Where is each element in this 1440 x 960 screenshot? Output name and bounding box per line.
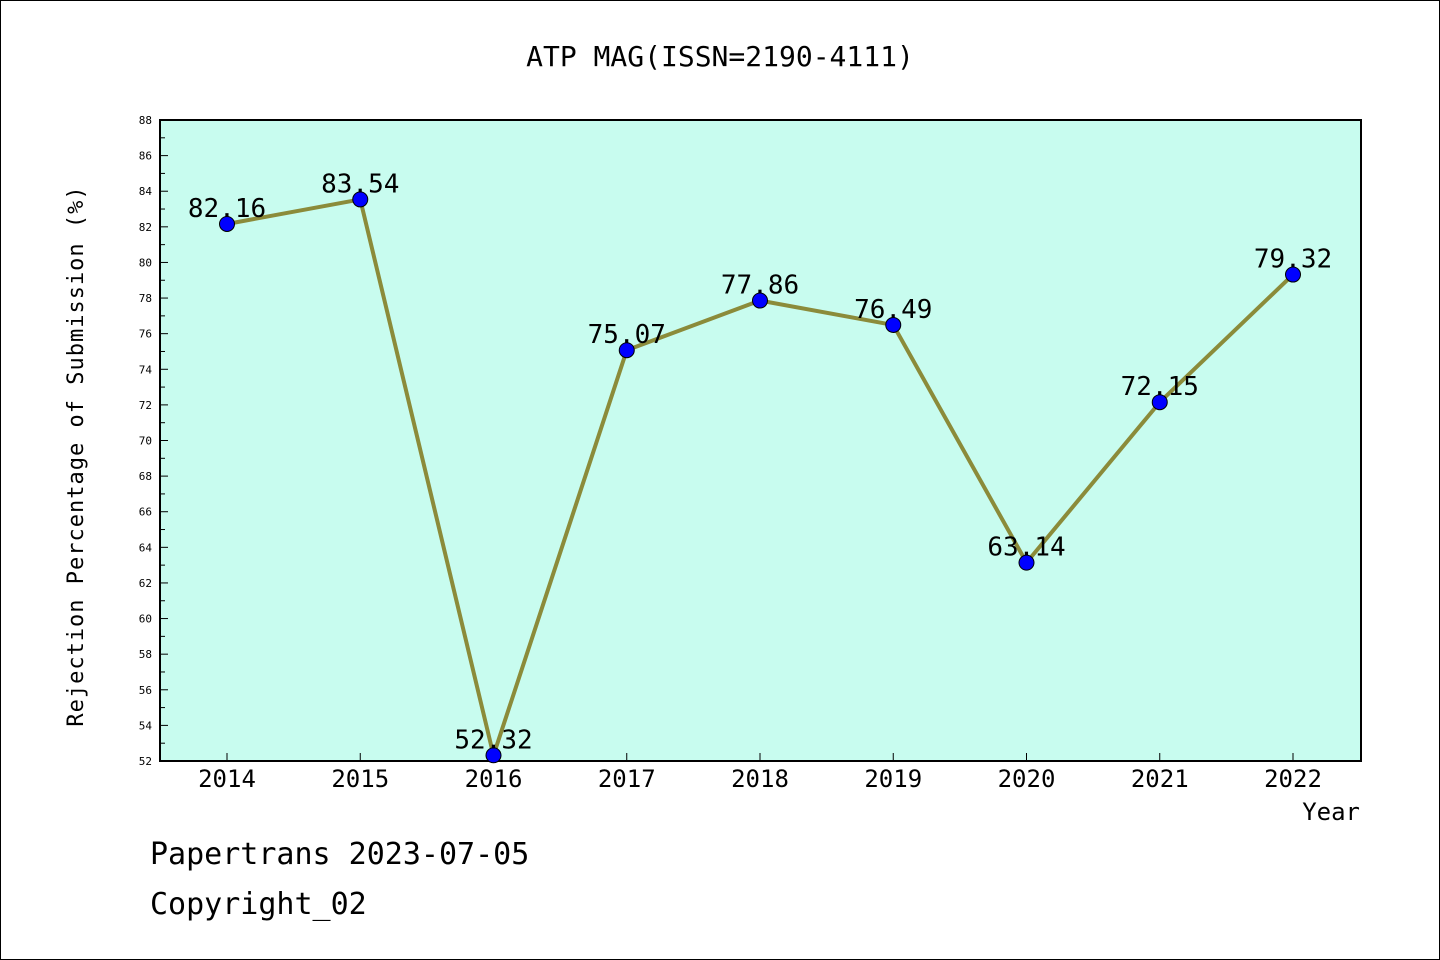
data-point — [1018, 554, 1035, 571]
y-tick-label: 64 — [139, 541, 153, 554]
y-tick-label: 62 — [139, 577, 152, 590]
x-tick-label: 2016 — [465, 765, 523, 793]
y-axis: 52 54 56 58 60 62 64 66 68 70 72 74 76 78 80 82 84 86 88 — [139, 114, 168, 768]
data-label: 75.07 — [588, 320, 666, 350]
y-tick-label: 74 — [139, 363, 153, 376]
y-tick-label: 84 — [139, 185, 153, 198]
y-tick-label: 82 — [139, 221, 152, 234]
data-point — [885, 316, 902, 333]
data-labels: 82.16 83.54 52.32 75.07 77.86 76.49 63.14 72.15… — [188, 169, 1332, 755]
data-label: 63.14 — [987, 533, 1065, 563]
x-tick-label: 2019 — [864, 765, 922, 793]
x-tick-label: 2022 — [1264, 765, 1322, 793]
y-tick-label: 70 — [139, 435, 152, 448]
data-label: 72.15 — [1121, 372, 1199, 402]
data-point — [618, 342, 635, 359]
data-label: 76.49 — [854, 295, 932, 325]
footer-copyright: Copyright_02 — [150, 887, 367, 922]
data-label: 83.54 — [321, 169, 399, 199]
x-tick-label: 2017 — [598, 765, 656, 793]
y-tick-label: 56 — [139, 684, 152, 697]
y-tick-label: 60 — [139, 613, 152, 626]
data-label: 77.86 — [721, 271, 799, 301]
data-point — [352, 191, 369, 208]
x-tick-label: 2015 — [331, 765, 389, 793]
x-axis-label: Year — [1302, 798, 1360, 826]
series-points — [219, 191, 1301, 764]
chart-title: ATP MAG(ISSN=2190-4111) — [526, 40, 914, 73]
data-label: 52.32 — [454, 725, 532, 755]
y-tick-label: 66 — [139, 506, 152, 519]
y-tick-label: 80 — [139, 256, 152, 269]
data-label: 82.16 — [188, 194, 266, 224]
y-axis-label: Rejection Percentage of Submission (%) — [64, 185, 89, 726]
data-point — [219, 215, 235, 232]
data-point — [485, 747, 502, 764]
y-tick-label: 58 — [139, 648, 152, 661]
x-axis: 2014 2015 2016 2017 2018 2019 2020 2021 2022 — [198, 753, 1322, 793]
footer-date: Papertrans 2023-07-05 — [150, 837, 529, 872]
data-point — [1151, 394, 1168, 411]
y-tick-label: 72 — [139, 399, 152, 412]
x-tick-label: 2021 — [1131, 765, 1189, 793]
y-tick-label: 68 — [139, 470, 152, 483]
data-point — [752, 292, 768, 309]
y-tick-label: 54 — [139, 719, 153, 732]
data-label: 79.32 — [1254, 245, 1332, 275]
y-tick-label: 88 — [139, 114, 152, 127]
y-tick-label: 76 — [139, 328, 152, 341]
y-tick-label: 86 — [139, 150, 152, 163]
y-tick-label: 78 — [139, 292, 152, 305]
x-tick-label: 2014 — [198, 765, 256, 793]
plot-area — [159, 119, 1362, 762]
data-point — [1285, 266, 1301, 283]
y-tick-label: 52 — [139, 755, 152, 768]
x-tick-label: 2020 — [998, 765, 1056, 793]
x-tick-label: 2018 — [731, 765, 789, 793]
